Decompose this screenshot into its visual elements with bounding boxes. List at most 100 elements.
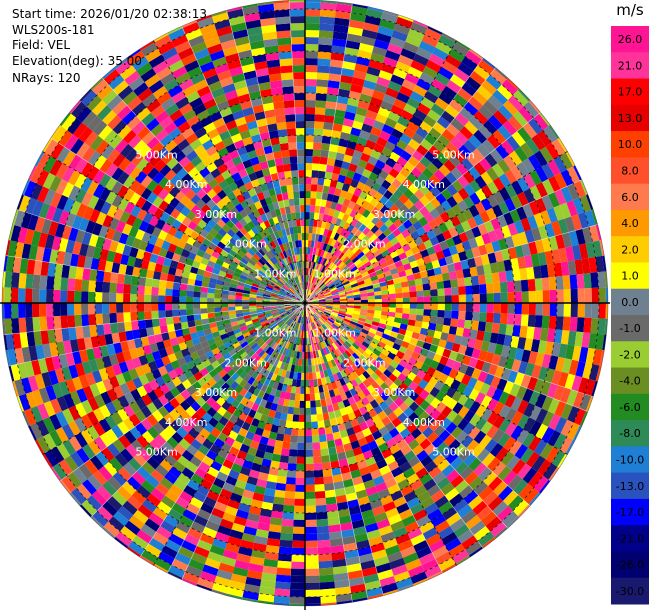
velocity-gate: [333, 322, 341, 328]
velocity-gate: [321, 235, 327, 244]
velocity-gate: [353, 294, 361, 298]
velocity-gate: [292, 343, 297, 351]
velocity-gate: [328, 524, 342, 533]
velocity-gate: [265, 544, 280, 554]
velocity-gate: [294, 491, 305, 499]
velocity-gate: [103, 521, 120, 537]
velocity-gate: [408, 381, 419, 392]
velocity-gate: [293, 314, 298, 322]
velocity-gate: [217, 432, 228, 443]
velocity-gate: [535, 290, 543, 303]
velocity-gate: [327, 345, 333, 353]
velocity-gate: [483, 331, 492, 343]
velocity-gate: [327, 446, 338, 456]
velocity-gate: [569, 274, 578, 290]
velocity-gate: [339, 306, 347, 310]
velocity-gate: [455, 269, 465, 279]
velocity-gate: [353, 258, 362, 266]
velocity-gate: [280, 339, 286, 347]
velocity-gate: [313, 343, 318, 351]
velocity-gate: [417, 102, 431, 116]
velocity-gate: [260, 342, 268, 350]
velocity-gate: [193, 308, 201, 315]
velocity-gate: [248, 328, 257, 335]
velocity-gate: [553, 433, 567, 450]
velocity-gate: [318, 213, 324, 221]
velocity-gate: [216, 356, 226, 365]
velocity-gate: [349, 243, 357, 251]
velocity-gate: [457, 504, 473, 519]
velocity-gate: [171, 344, 181, 354]
velocity-gate: [559, 202, 572, 219]
velocity-gate: [343, 318, 351, 323]
velocity-gate: [472, 293, 480, 303]
velocity-gate: [315, 497, 327, 506]
velocity-gate: [380, 100, 394, 112]
velocity-gate: [415, 467, 429, 480]
velocity-gate: [325, 496, 337, 505]
velocity-gate: [557, 137, 568, 153]
velocity-gate: [151, 350, 162, 361]
velocity-gate: [374, 310, 382, 316]
velocity-gate: [317, 220, 323, 228]
velocity-gate: [346, 309, 354, 314]
velocity-gate: [234, 375, 244, 385]
velocity-gate: [220, 360, 229, 370]
velocity-gate: [351, 285, 360, 291]
velocity-gate: [415, 161, 427, 173]
velocity-gate: [544, 341, 554, 356]
velocity-gate: [350, 194, 360, 204]
velocity-gate: [308, 282, 312, 290]
velocity-gate: [337, 88, 351, 98]
velocity-gate: [267, 379, 275, 388]
velocity-gate: [140, 405, 153, 419]
velocity-gate: [225, 475, 238, 486]
velocity-gate: [528, 154, 542, 170]
velocity-gate: [329, 335, 336, 343]
velocity-gate: [280, 331, 286, 339]
velocity-gate: [318, 295, 325, 299]
velocity-gate: [478, 124, 493, 140]
velocity-gate: [325, 200, 333, 209]
velocity-gate: [333, 409, 342, 418]
velocity-gate: [252, 320, 261, 326]
velocity-gate: [291, 421, 299, 429]
velocity-gate: [397, 539, 414, 552]
velocity-gate: [283, 398, 290, 407]
velocity-gate: [363, 277, 372, 284]
velocity-gate: [151, 318, 160, 328]
velocity-gate: [404, 348, 414, 358]
velocity-gate: [352, 120, 364, 130]
velocity-gate: [92, 510, 109, 527]
velocity-gate: [435, 41, 452, 55]
velocity-gate: [259, 436, 269, 445]
velocity-gate: [471, 148, 485, 163]
velocity-gate: [402, 41, 419, 54]
velocity-gate: [335, 339, 343, 347]
velocity-gate: [336, 371, 344, 380]
velocity-gate: [432, 453, 446, 467]
velocity-gate: [426, 268, 436, 277]
velocity-gate: [267, 531, 281, 540]
velocity-gate: [323, 178, 332, 187]
velocity-gate: [230, 390, 240, 400]
velocity-gate: [468, 205, 480, 218]
velocity-gate: [68, 436, 82, 452]
velocity-gate: [361, 29, 378, 40]
velocity-gate: [391, 417, 402, 428]
velocity-gate: [564, 373, 576, 390]
velocity-gate: [310, 315, 314, 323]
velocity-gate: [331, 467, 342, 476]
velocity-gate: [287, 463, 297, 471]
velocity-gate: [214, 293, 222, 299]
velocity-gate: [364, 238, 373, 247]
velocity-gate: [298, 316, 302, 324]
velocity-gate: [222, 482, 235, 493]
velocity-gate: [310, 191, 317, 199]
velocity-gate: [520, 142, 534, 159]
velocity-gate: [231, 522, 246, 533]
velocity-gate: [320, 341, 325, 349]
velocity-gate: [331, 310, 339, 314]
velocity-gate: [158, 417, 170, 430]
velocity-gate: [378, 352, 388, 361]
